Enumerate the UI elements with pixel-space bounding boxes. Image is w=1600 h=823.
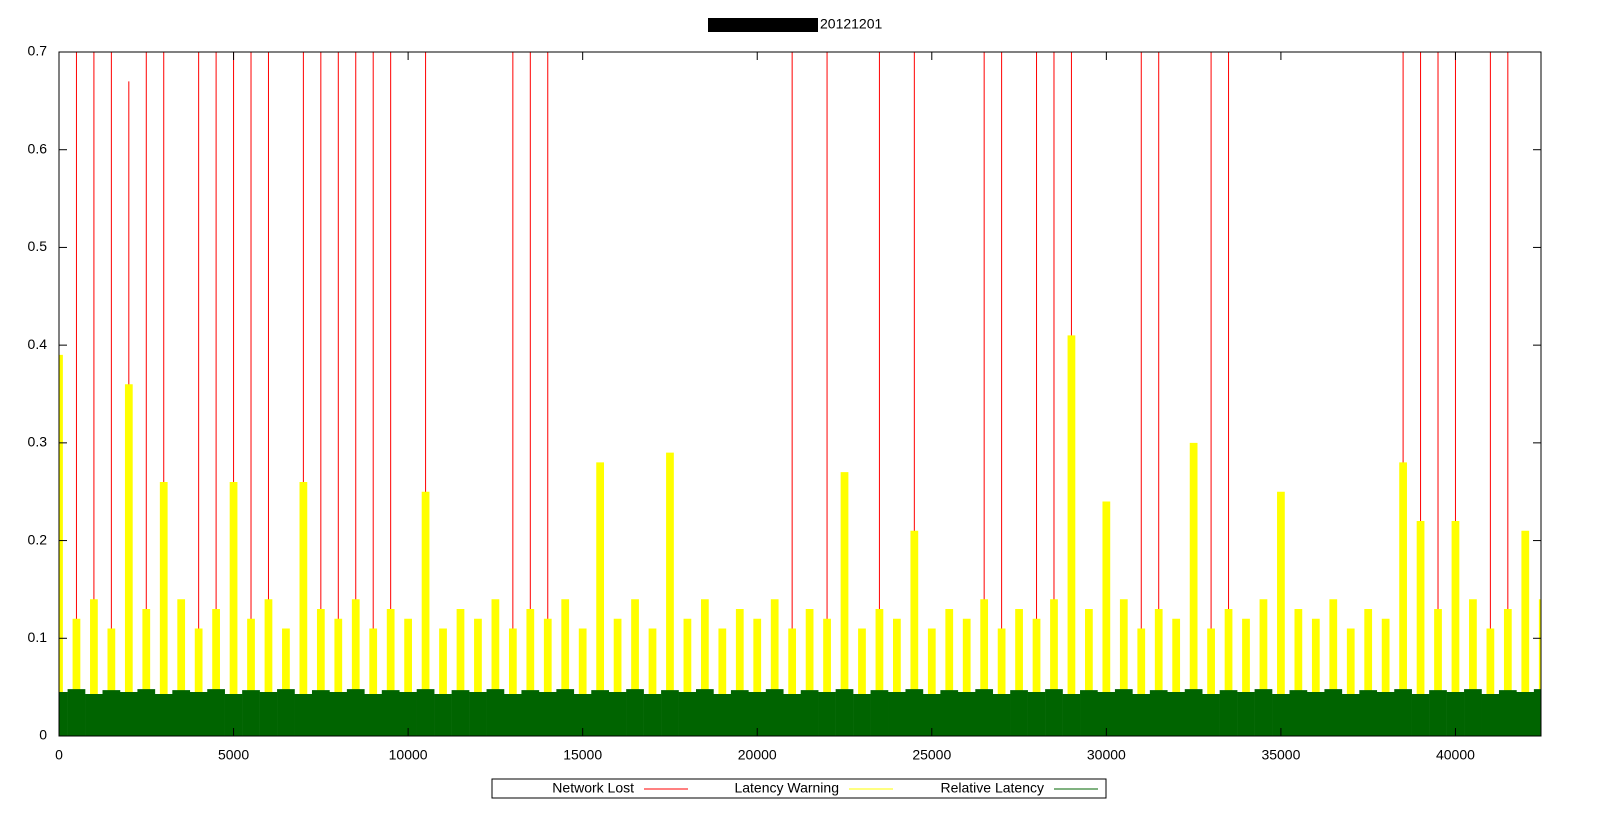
legend-label: Latency Warning	[734, 780, 839, 796]
x-tick-label: 15000	[563, 747, 602, 763]
x-tick-label: 25000	[912, 747, 951, 763]
y-tick-label: 0.7	[28, 43, 48, 59]
y-tick-label: 0.4	[28, 336, 48, 352]
y-tick-label: 0.2	[28, 531, 48, 547]
plot-border	[58, 51, 1542, 737]
plot-area	[59, 52, 1541, 736]
chart-title: 20121201	[820, 16, 883, 32]
y-tick-label: 0.1	[28, 629, 48, 645]
x-tick-label: 35000	[1261, 747, 1300, 763]
legend-box	[491, 778, 1107, 799]
x-tick-label: 30000	[1087, 747, 1126, 763]
redaction-bar	[708, 18, 818, 32]
x-tick-label: 0	[55, 747, 63, 763]
x-tick-label: 20000	[738, 747, 777, 763]
y-tick-label: 0.6	[28, 140, 48, 156]
x-tick-label: 10000	[389, 747, 428, 763]
legend-label: Relative Latency	[940, 780, 1044, 796]
y-tick-label: 0.3	[28, 434, 48, 450]
legend-label: Network Lost	[552, 780, 634, 796]
x-tick-label: 5000	[218, 747, 249, 763]
y-tick-label: 0.5	[28, 238, 48, 254]
x-tick-label: 40000	[1436, 747, 1475, 763]
y-tick-label: 0	[39, 727, 47, 743]
